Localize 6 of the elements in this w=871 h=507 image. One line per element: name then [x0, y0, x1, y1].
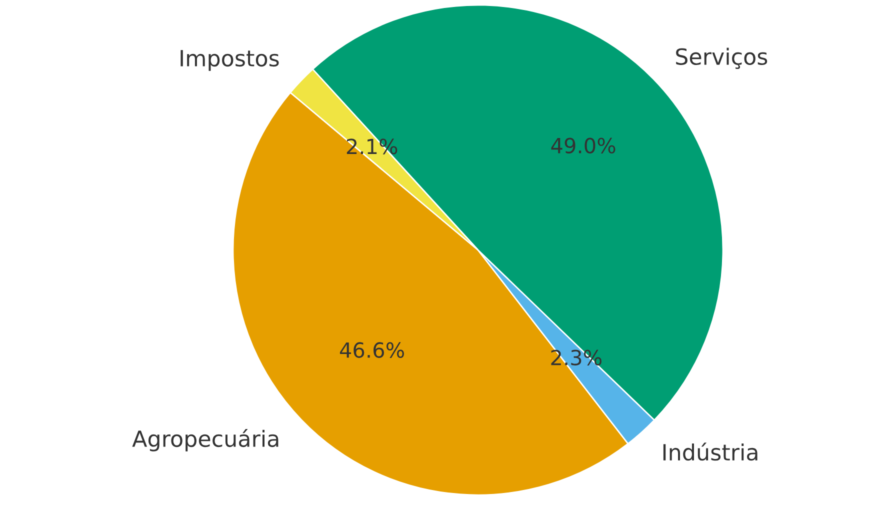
- slice-label: Indústria: [663, 442, 758, 461]
- slice-label: Agropecuária: [132, 429, 278, 452]
- slice-label: Impostos: [180, 50, 279, 71]
- slice-label: Serviços: [676, 48, 768, 69]
- data-label: 49.0%: [551, 138, 616, 154]
- data-label: 46.6%: [340, 342, 404, 358]
